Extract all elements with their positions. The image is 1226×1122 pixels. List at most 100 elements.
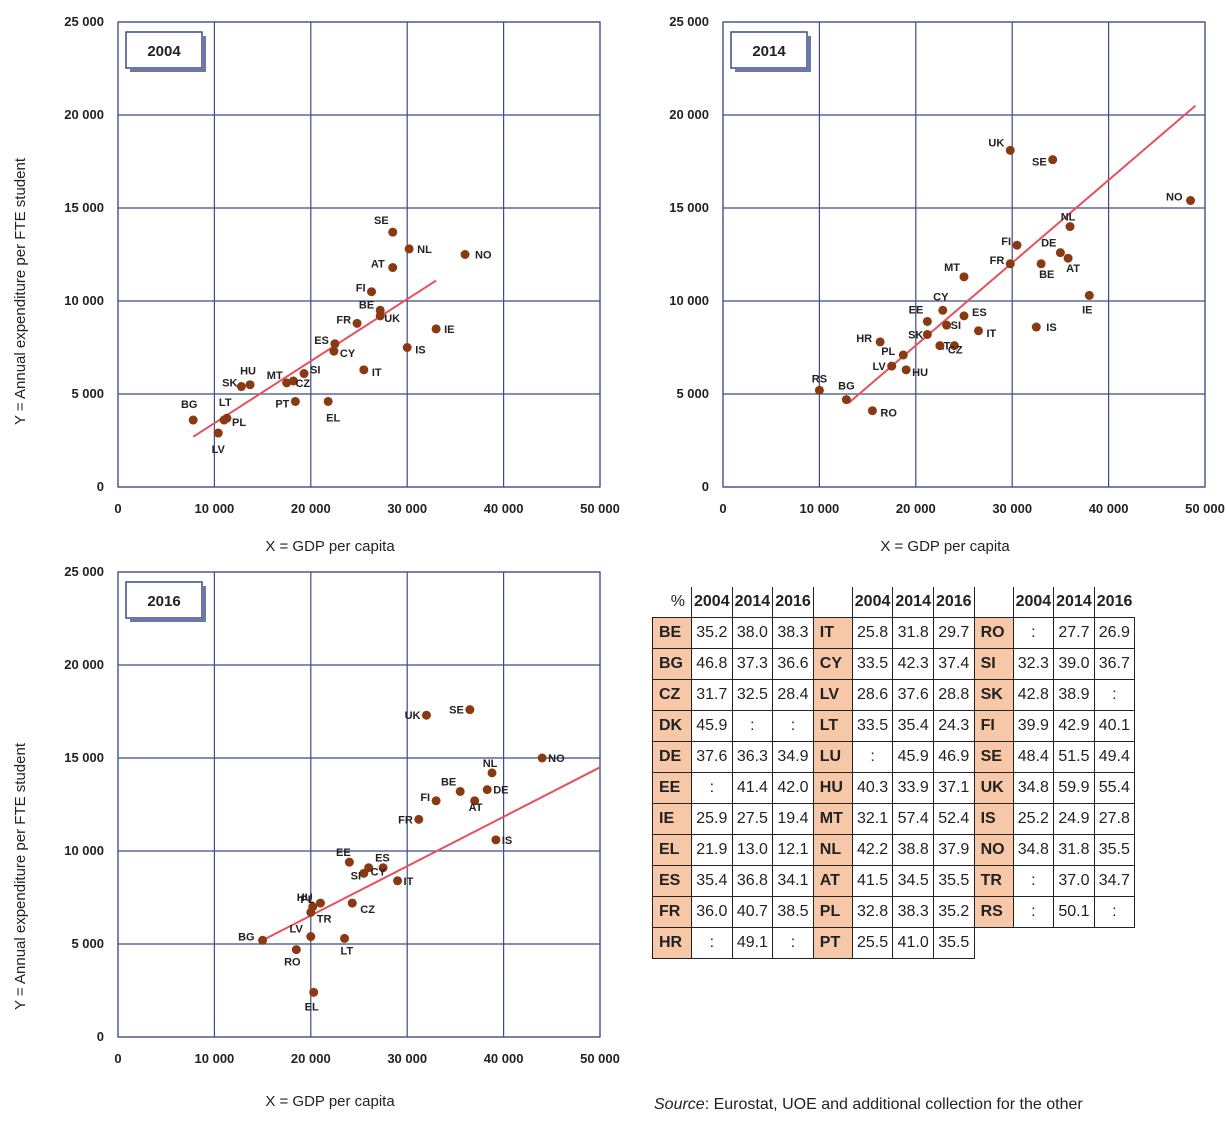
table-row: EL 21.9 13.0 12.1 NL 42.2 38.8 37.9 NO 34.8 31.8 35… — [652, 834, 1135, 866]
point-label: BE — [359, 299, 374, 311]
country-code-cell: BE — [652, 617, 692, 649]
source-prefix: Source — [654, 1096, 705, 1113]
data-point — [431, 796, 441, 806]
value-cell: : — [851, 741, 894, 773]
y-axis-label-2004: Y = Annual expenditure per FTE student — [12, 158, 29, 425]
value-cell: 37.1 — [932, 772, 975, 804]
value-cell: 31.7 — [691, 679, 733, 711]
chart-title: 2014 — [752, 43, 786, 60]
percentage-table: % 2004 2014 2016 2004 2014 2016 2004 201… — [652, 587, 1135, 959]
value-cell: 57.4 — [892, 803, 934, 835]
country-code-cell: NL — [812, 834, 853, 866]
y-tick-label: 20 000 — [64, 657, 104, 672]
point-label: CZ — [295, 378, 310, 390]
point-label: UK — [988, 137, 1004, 149]
value-cell: 42.8 — [1012, 679, 1055, 711]
point-label: NL — [483, 758, 498, 770]
x-tick-label: 30 000 — [387, 1051, 427, 1066]
x-tick-label: 0 — [114, 1051, 121, 1066]
scatter-chart-2004: 0 10 000 20 000 30 000 40 000 50 000 0 5 000 10 … — [64, 14, 620, 516]
value-cell: 34.9 — [772, 741, 814, 773]
value-cell: 33.5 — [851, 648, 894, 680]
value-cell: 42.0 — [772, 772, 814, 804]
country-code-cell: TR — [973, 865, 1014, 897]
x-axis-label-2014: X = GDP per capita — [880, 538, 1010, 555]
data-point — [867, 406, 877, 416]
value-cell: 31.8 — [892, 617, 934, 649]
y-tick-label: 15 000 — [64, 200, 104, 215]
value-cell: 40.1 — [1093, 710, 1135, 742]
data-point — [306, 907, 316, 917]
country-code-cell: EE — [652, 772, 692, 804]
table-row: BG 46.8 37.3 36.6 CY 33.5 42.3 37.4 SI 32.3 39.0 36… — [652, 648, 1135, 680]
data-point — [887, 361, 897, 371]
data-point — [347, 898, 357, 908]
value-cell: 37.0 — [1053, 865, 1095, 897]
value-cell: 34.7 — [1093, 865, 1135, 897]
y-tick-label: 10 000 — [64, 843, 104, 858]
data-point — [352, 318, 362, 328]
point-label: LV — [212, 444, 226, 456]
data-point — [922, 329, 932, 339]
value-cell: 52.4 — [932, 803, 975, 835]
y-axis-label-2016: Y = Annual expenditure per FTE student — [12, 743, 29, 1010]
data-point — [299, 369, 309, 379]
title-box-shadow — [735, 68, 811, 72]
data-point — [1055, 248, 1065, 258]
point-label: SE — [374, 215, 389, 227]
scatter-chart-2014: 0 10 000 20 000 30 000 40 000 50 000 0 5 000 10 … — [669, 14, 1225, 516]
point-label: LV — [290, 924, 304, 936]
point-label: SE — [449, 705, 464, 717]
x-tick-label: 20 000 — [291, 1051, 331, 1066]
value-cell: 41.4 — [731, 772, 774, 804]
data-point — [491, 835, 501, 845]
data-point — [344, 857, 354, 867]
point-label: BG — [181, 399, 198, 411]
point-label: SI — [310, 365, 320, 377]
point-label: PL — [232, 417, 246, 429]
value-cell: : — [1093, 679, 1135, 711]
country-code-cell: DE — [652, 741, 692, 773]
table-header-row: % 2004 2014 2016 2004 2014 2016 2004 201… — [652, 587, 1135, 618]
country-code-cell: IE — [652, 803, 692, 835]
data-point — [306, 932, 316, 942]
country-code-cell: RO — [973, 617, 1014, 649]
value-cell: 55.4 — [1093, 772, 1135, 804]
data-point — [330, 339, 340, 349]
data-point — [219, 415, 229, 425]
value-cell: 46.9 — [932, 741, 975, 773]
country-code-cell: AT — [812, 865, 853, 897]
data-point — [1031, 322, 1041, 332]
value-cell: 28.6 — [851, 679, 894, 711]
y-tick-label: 0 — [702, 479, 709, 494]
data-point — [1048, 155, 1058, 165]
data-point — [375, 311, 385, 321]
point-label: ES — [314, 335, 329, 347]
y-tick-label: 25 000 — [669, 14, 709, 29]
data-point — [431, 324, 441, 334]
data-point — [935, 341, 945, 351]
data-point — [898, 350, 908, 360]
point-label: BG — [238, 931, 255, 943]
title-box-shadow — [202, 586, 206, 622]
x-tick-label: 30 000 — [387, 501, 427, 516]
point-label: IT — [986, 328, 996, 340]
table-header-spacer — [973, 587, 1014, 618]
value-cell: 48.4 — [1012, 741, 1055, 773]
value-cell: 32.3 — [1012, 648, 1055, 680]
trend-line — [262, 766, 601, 942]
data-point — [315, 898, 325, 908]
x-tick-label: 0 — [114, 501, 121, 516]
x-tick-label: 50 000 — [1185, 501, 1225, 516]
point-label: BG — [838, 381, 855, 393]
value-cell: 38.5 — [772, 896, 814, 928]
point-label: EE — [909, 304, 924, 316]
point-label: ES — [972, 307, 987, 319]
value-cell: : — [691, 772, 733, 804]
country-code-cell: FR — [652, 896, 692, 928]
country-code-cell: LU — [812, 741, 853, 773]
point-label: CZ — [948, 345, 963, 357]
point-label: HU — [912, 367, 928, 379]
data-point — [309, 987, 319, 997]
data-point — [388, 263, 398, 273]
